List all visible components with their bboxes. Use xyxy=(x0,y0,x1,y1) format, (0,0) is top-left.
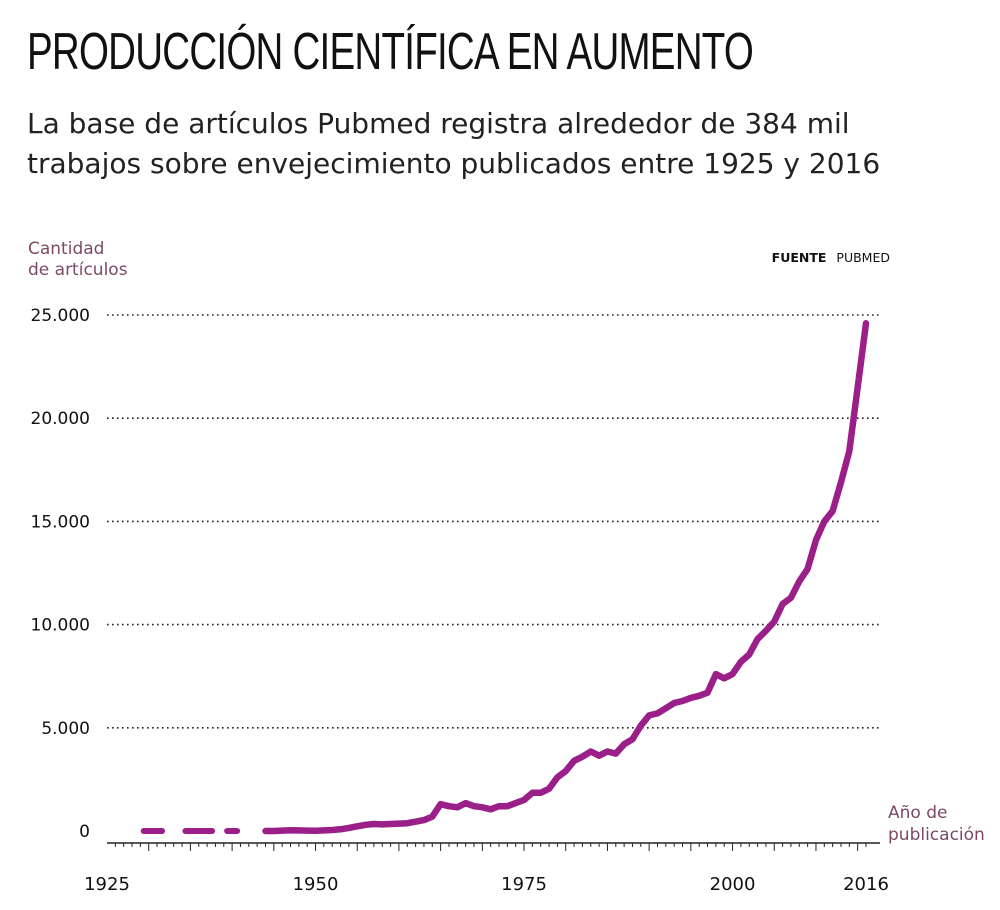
y-tick-label: 0 xyxy=(79,822,90,842)
series-layer xyxy=(140,320,870,835)
source-note: FUENTE PUBMED xyxy=(772,250,890,265)
source-label: FUENTE xyxy=(772,250,827,265)
x-tick-label: 2000 xyxy=(710,874,756,895)
x-tick-label: 1975 xyxy=(501,874,547,895)
series-line xyxy=(262,320,870,835)
y-tick-label: 15.000 xyxy=(31,512,90,532)
x-axis-label-line-2: publicación xyxy=(888,825,985,845)
y-tick-label: 20.000 xyxy=(31,409,90,429)
x-axis xyxy=(107,842,880,851)
x-tick-label: 1925 xyxy=(84,874,130,895)
grid-lines xyxy=(107,314,880,729)
x-tick-label: 1950 xyxy=(293,874,339,895)
x-axis-tick-labels: 1925 1950 1975 2000 2016 xyxy=(84,874,889,895)
y-axis-tick-labels: 0 5.000 10.000 15.000 20.000 25.000 xyxy=(31,306,90,842)
source-value: PUBMED xyxy=(836,250,890,265)
chart-subtitle: La base de artículos Pubmed registra alr… xyxy=(27,107,881,180)
y-tick-label: 5.000 xyxy=(41,719,90,739)
y-tick-label: 25.000 xyxy=(31,306,90,326)
x-tick-label: 2016 xyxy=(843,874,889,895)
chart-title: PRODUCCIÓN CIENTÍFICA EN AUMENTO xyxy=(27,23,754,81)
x-axis-label-line-1: Año de xyxy=(888,803,947,823)
y-tick-label: 10.000 xyxy=(31,616,90,636)
y-axis-label-line-1: Cantidad xyxy=(28,239,104,259)
y-axis-label-line-2: de artículos xyxy=(28,260,128,280)
